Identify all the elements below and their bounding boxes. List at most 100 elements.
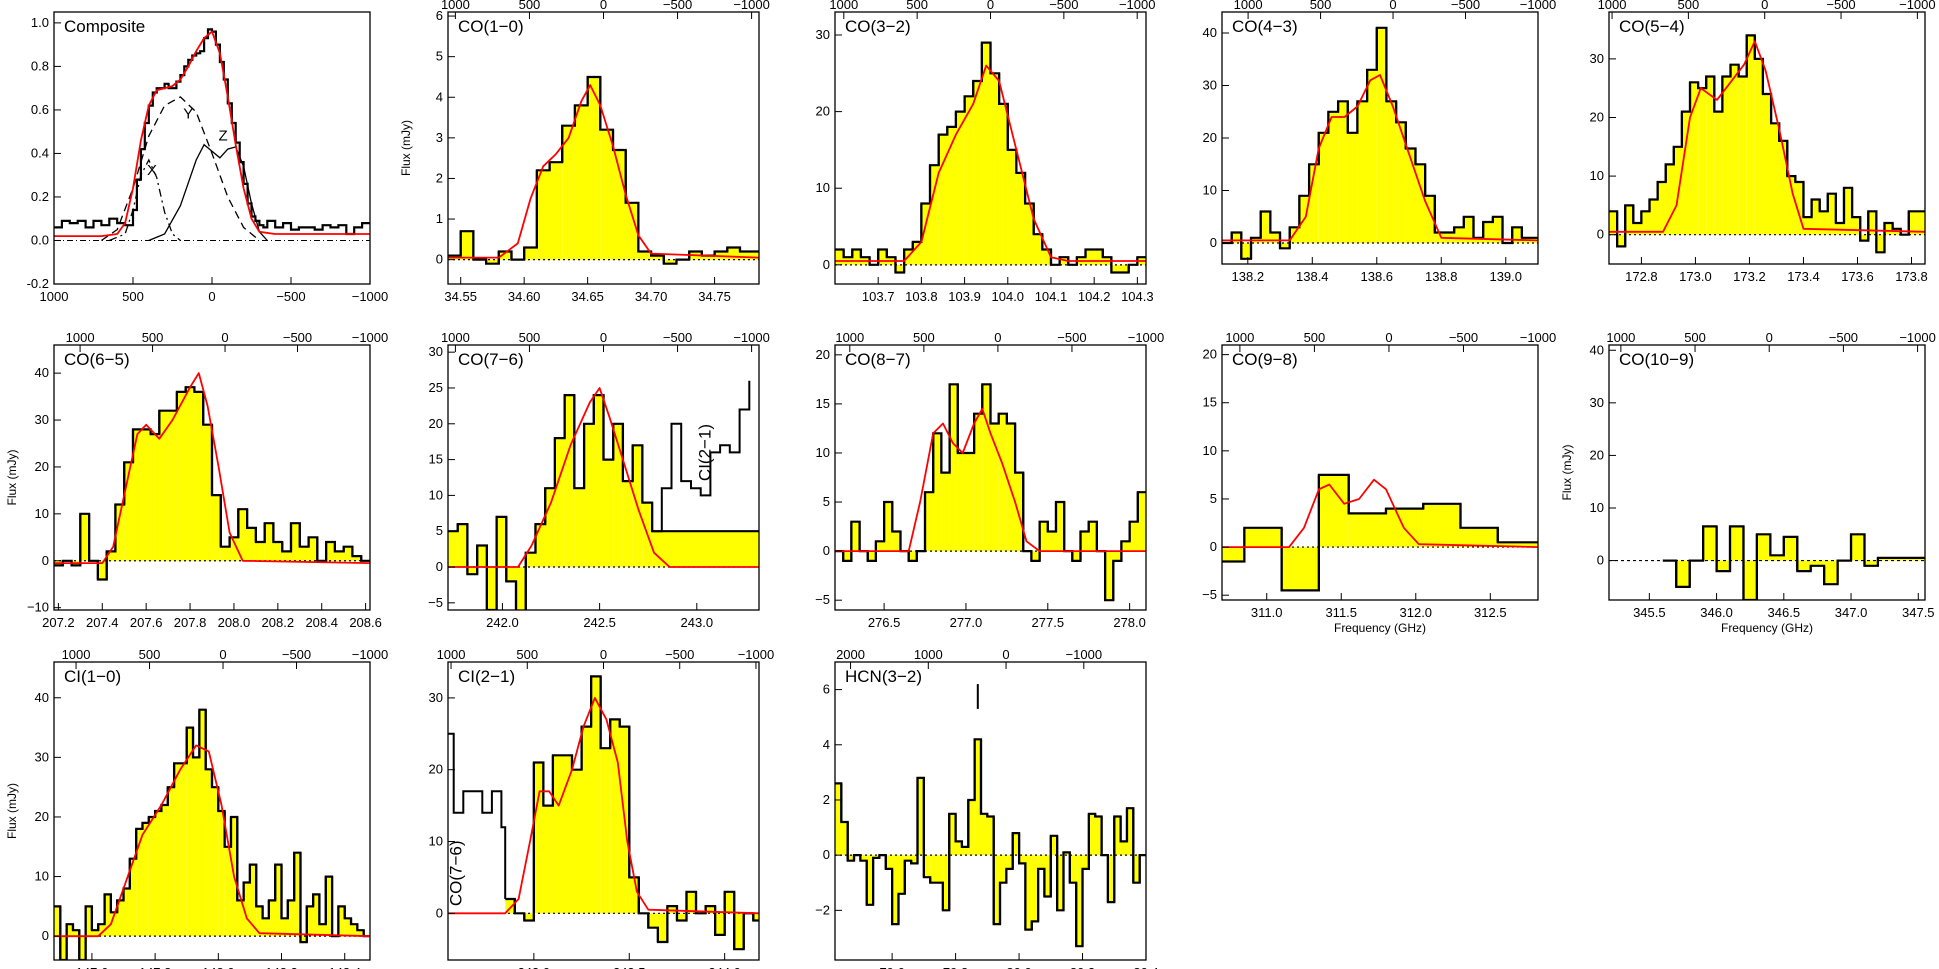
flux-bar [496,516,507,568]
flux-bar [955,841,962,856]
x-tick-label: 243.5 [613,965,646,969]
flux-bar [993,855,1001,925]
flux-bar [1126,808,1134,856]
flux-bar [917,777,924,856]
flux-bar [942,855,950,911]
flux-bar [591,676,601,914]
y-tick-label: 30 [816,27,830,42]
top-x-tick-label: −500 [663,0,692,12]
flux-bar [1318,474,1349,548]
x-tick-label: 173.2 [1733,269,1766,284]
y-tick-label: 10 [429,834,443,849]
chart-panel-3: CO(3−2) 103.7 103.8 103.9 104.0 104.1 104.2 104… [816,0,1156,304]
flux-bar [973,80,982,265]
flux-bar [142,822,149,937]
flux-bar [1722,76,1731,235]
flux-bar [97,560,107,580]
x-tick-label: 147.8 [139,965,172,969]
plot-frame [834,661,1147,961]
plot-area: CI(2−1) [448,380,759,610]
flux-bar [638,251,652,260]
flux-bar [1019,855,1026,864]
flux-bar [1463,216,1474,243]
y-tick-label: −5 [1202,587,1217,602]
flux-bar [885,855,893,869]
y-tick-label: 30 [1203,78,1217,93]
flux-bar [1512,227,1522,243]
flux-bar [1044,855,1051,897]
flux-bar [651,255,664,260]
x-tick-label: 80.0 [1006,965,1031,969]
flux-bar [237,900,244,937]
flux-bar [545,488,555,568]
flux-bar [1357,101,1368,243]
spectrum-step-line [54,28,370,236]
flux-bar [957,452,966,552]
y-tick-label: 0 [1210,235,1217,250]
flux-bar [1006,855,1013,869]
contaminant-line-label: CO(7−6) [446,840,465,906]
x-tick-label: 500 [122,289,144,304]
flux-bar [1454,227,1464,243]
flux-bar [587,76,601,260]
flux-bar [964,96,974,265]
flux-bar [524,913,534,921]
flux-bar [136,828,143,937]
neighbor-line-spectrum [448,732,507,899]
flux-bar [212,495,221,561]
flux-bar [159,410,169,561]
flux-bar [1107,855,1115,903]
flux-bar [186,727,194,937]
y-tick-label: −5 [428,595,443,610]
x-tick-label: 277.5 [1032,615,1065,630]
x-tick-label: 1000 [40,289,69,304]
component-label: Z [218,127,227,144]
y-tick-label: 15 [429,452,443,467]
y-tick-label: 0 [436,252,443,267]
flux-bar [1609,211,1618,235]
x-tick-label: 243.0 [518,965,551,969]
flux-bar [60,936,67,960]
flux-bar [525,552,536,568]
flux-bar [1884,222,1893,235]
flux-bar [249,864,257,937]
flux-bar [949,384,958,552]
flux-bar [873,855,880,858]
y-tick-label: 0 [436,905,443,920]
flux-bar [851,521,860,552]
flux-bar [194,391,204,561]
fit-curve [54,372,370,564]
x-tick-label: 104.0 [992,289,1025,304]
flux-bar [955,111,965,265]
y-tick-label: 20 [816,104,830,119]
flux-bar [1795,181,1804,235]
flux-bar [80,513,90,561]
y-tick-label: 10 [1590,168,1604,183]
flux-bar [847,855,855,861]
top-x-tick-label: 1000 [1225,330,1254,345]
panel-title: CO(8−7) [845,350,911,369]
flux-bar [220,546,230,561]
y-tick-label: 25 [429,380,443,395]
top-x-tick-label: 500 [519,330,541,345]
top-x-tick-label: 1000 [441,0,470,12]
flux-bar [1396,122,1406,243]
flux-bar [734,913,744,950]
top-x-tick-label: 1000 [437,647,466,662]
flux-bar [1120,264,1129,273]
flux-bar [1824,560,1838,585]
top-x-tick-label: −500 [1826,0,1855,12]
flux-bar [1877,557,1925,561]
top-x-tick-label: −500 [283,330,312,345]
flux-bar [1280,243,1290,249]
x-tick-label: 104.3 [1121,289,1154,304]
flux-bar [1047,531,1056,552]
panel-title: CI(2−1) [458,667,515,686]
flux-bar [1055,502,1065,552]
flux-bar [1473,237,1484,243]
y-tick-label: 15 [816,396,830,411]
x-tick-label: 34.55 [444,289,477,304]
top-x-tick-label: 500 [906,0,928,12]
y-axis-title: Flux (mJy) [5,450,19,506]
y-tick-label: 15 [1203,395,1217,410]
